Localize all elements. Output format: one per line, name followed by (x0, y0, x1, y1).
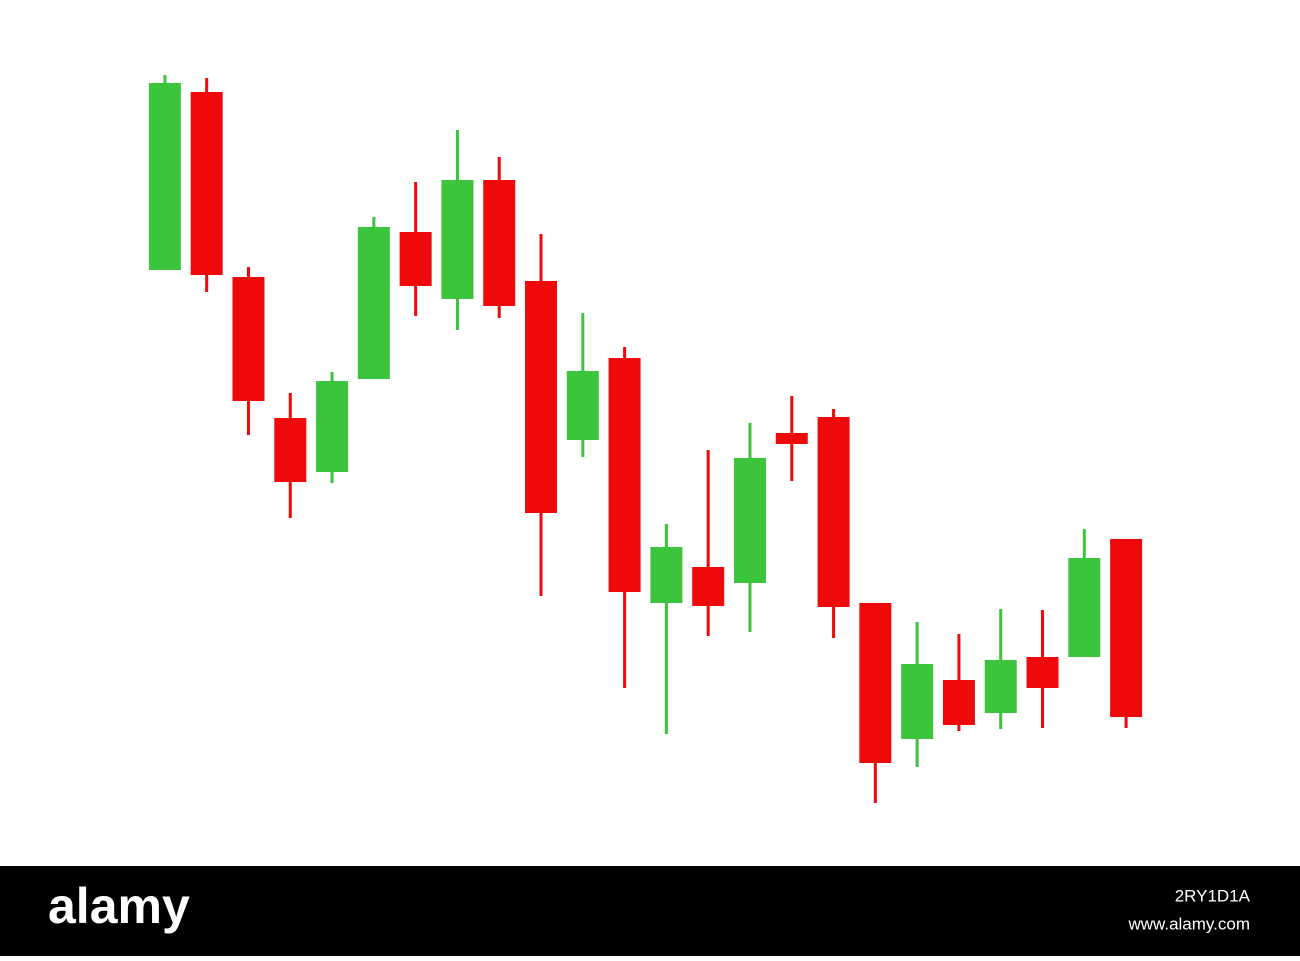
candle-body (1026, 657, 1059, 688)
candle-body (1110, 539, 1143, 717)
candle-body (232, 277, 265, 401)
candle-body (190, 92, 223, 275)
candle-body (650, 547, 683, 603)
candle-body (316, 381, 349, 472)
logo: alamy (48, 878, 190, 934)
candle-body (817, 417, 850, 607)
candle-body (692, 567, 725, 606)
candle-body (984, 660, 1017, 713)
candle-body (775, 433, 808, 444)
candle-body (357, 227, 390, 379)
footer-bar (0, 866, 1300, 956)
candle-body (566, 371, 599, 440)
url: www.alamy.com (1127, 914, 1250, 933)
candle-body (733, 458, 766, 583)
candle-body (901, 664, 934, 739)
candle-body (274, 418, 307, 482)
candle-body (608, 358, 641, 592)
image-id: 2RY1D1A (1175, 886, 1251, 905)
candle-body (148, 83, 181, 270)
candle-body (525, 281, 558, 513)
candle-body (942, 680, 975, 725)
candle-body (859, 603, 892, 763)
candle-body (441, 180, 474, 299)
candle-body (399, 232, 432, 286)
candle-body (483, 180, 516, 306)
candle-body (1068, 558, 1101, 657)
